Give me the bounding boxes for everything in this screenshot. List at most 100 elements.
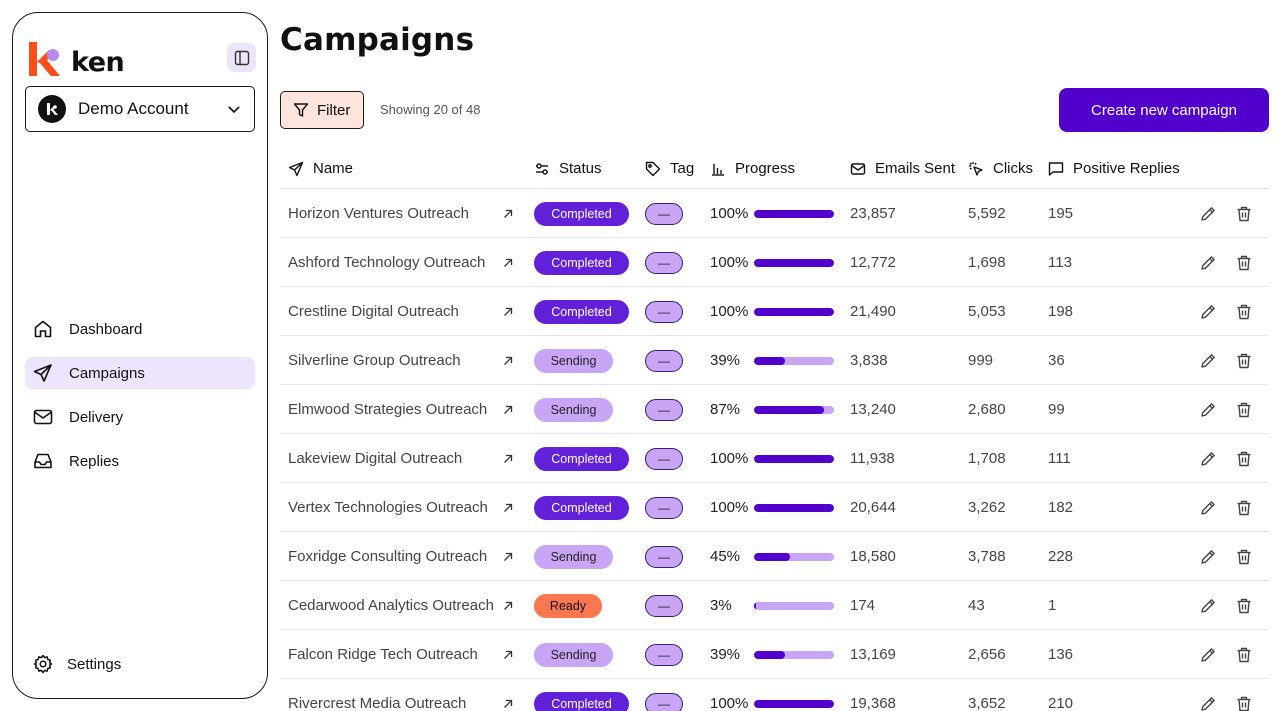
- table-row[interactable]: Silverline Group Outreach Sending — 39% 3,83…: [280, 336, 1269, 385]
- tag-pill[interactable]: —: [645, 643, 683, 666]
- tag-pill[interactable]: —: [645, 349, 683, 372]
- table-row[interactable]: Horizon Ventures Outreach Completed — 100% 2…: [280, 189, 1269, 238]
- emails-sent: 20,644: [850, 499, 896, 516]
- table-row[interactable]: Falcon Ridge Tech Outreach Sending — 39% 13,…: [280, 630, 1269, 679]
- column-header-status[interactable]: Status: [534, 148, 602, 189]
- edit-button[interactable]: [1199, 581, 1217, 630]
- filter-button[interactable]: Filter: [280, 91, 364, 129]
- table-row[interactable]: Foxridge Consulting Outreach Sending — 45% 1…: [280, 532, 1269, 581]
- campaign-name[interactable]: Rivercrest Media Outreach: [288, 695, 467, 711]
- logo-mark-icon: [29, 41, 61, 76]
- sidebar-item-dashboard[interactable]: Dashboard: [25, 313, 255, 345]
- table-row[interactable]: Crestline Digital Outreach Completed — 100%…: [280, 287, 1269, 336]
- open-campaign-button[interactable]: [502, 385, 514, 434]
- progress-bar-fill: [754, 601, 757, 610]
- delete-button[interactable]: [1235, 483, 1253, 532]
- pencil-icon: [1201, 353, 1215, 368]
- create-campaign-button[interactable]: Create new campaign: [1059, 88, 1269, 132]
- column-header-label: Progress: [735, 160, 796, 177]
- table-row[interactable]: Vertex Technologies Outreach Completed — 10…: [280, 483, 1269, 532]
- campaign-name[interactable]: Lakeview Digital Outreach: [288, 450, 463, 467]
- edit-button[interactable]: [1199, 385, 1217, 434]
- tag-pill[interactable]: —: [645, 251, 683, 274]
- progress-bar-fill: [754, 307, 834, 316]
- campaign-name[interactable]: Foxridge Consulting Outreach: [288, 548, 488, 565]
- column-header-progress[interactable]: Progress: [710, 148, 795, 189]
- sidebar-item-replies[interactable]: Replies: [25, 445, 255, 477]
- column-header-label: Tag: [670, 160, 695, 177]
- edit-button[interactable]: [1199, 434, 1217, 483]
- campaign-name[interactable]: Horizon Ventures Outreach: [288, 205, 469, 222]
- campaign-name[interactable]: Crestline Digital Outreach: [288, 303, 459, 320]
- progress-percent: 100%: [710, 303, 749, 320]
- sidebar-item-settings[interactable]: Settings: [33, 654, 121, 674]
- column-header-label: Status: [559, 160, 602, 177]
- positive-replies: 111: [1048, 450, 1071, 467]
- column-header-positive-replies[interactable]: Positive Replies: [1048, 148, 1180, 189]
- collapse-sidebar-button[interactable]: [227, 43, 256, 72]
- open-campaign-button[interactable]: [502, 238, 514, 287]
- campaign-name[interactable]: Vertex Technologies Outreach: [288, 499, 488, 516]
- tag-pill[interactable]: —: [645, 496, 683, 519]
- tag-pill[interactable]: —: [645, 594, 683, 617]
- delete-button[interactable]: [1235, 434, 1253, 483]
- edit-button[interactable]: [1199, 679, 1217, 711]
- open-campaign-button[interactable]: [502, 434, 514, 483]
- edit-button[interactable]: [1199, 287, 1217, 336]
- delete-button[interactable]: [1235, 581, 1253, 630]
- table-row[interactable]: Lakeview Digital Outreach Completed — 100% 1…: [280, 434, 1269, 483]
- table-row[interactable]: Ashford Technology Outreach Completed — 100…: [280, 238, 1269, 287]
- edit-button[interactable]: [1199, 238, 1217, 287]
- delete-button[interactable]: [1235, 385, 1253, 434]
- column-header-name[interactable]: Name: [288, 148, 353, 189]
- account-selector[interactable]: Demo Account: [25, 86, 255, 132]
- campaign-name[interactable]: Elmwood Strategies Outreach: [288, 401, 488, 418]
- column-header-emails-sent[interactable]: Emails Sent: [850, 148, 955, 189]
- delete-button[interactable]: [1235, 336, 1253, 385]
- open-campaign-button[interactable]: [502, 630, 514, 679]
- column-header-clicks[interactable]: Clicks: [968, 148, 1033, 189]
- clicks: 2,656: [968, 646, 1006, 663]
- campaign-name[interactable]: Ashford Technology Outreach: [288, 254, 486, 271]
- open-campaign-button[interactable]: [502, 581, 514, 630]
- open-campaign-button[interactable]: [502, 679, 514, 711]
- tag-pill[interactable]: —: [645, 202, 683, 225]
- open-campaign-button[interactable]: [502, 189, 514, 238]
- edit-button[interactable]: [1199, 189, 1217, 238]
- tag-pill[interactable]: —: [645, 398, 683, 421]
- tag-pill[interactable]: —: [645, 447, 683, 470]
- message-icon: [1048, 161, 1064, 176]
- tag-pill[interactable]: —: [645, 692, 683, 711]
- open-campaign-button[interactable]: [502, 287, 514, 336]
- campaign-name[interactable]: Falcon Ridge Tech Outreach: [288, 646, 478, 663]
- open-campaign-button[interactable]: [502, 532, 514, 581]
- campaign-name[interactable]: Silverline Group Outreach: [288, 352, 461, 369]
- delete-button[interactable]: [1235, 238, 1253, 287]
- sidebar-item-campaigns[interactable]: Campaigns: [25, 357, 255, 389]
- delete-button[interactable]: [1235, 630, 1253, 679]
- delete-button[interactable]: [1235, 679, 1253, 711]
- delete-button[interactable]: [1235, 532, 1253, 581]
- tag-cell: —: [645, 630, 683, 679]
- edit-button[interactable]: [1199, 630, 1217, 679]
- sidebar-item-delivery[interactable]: Delivery: [25, 401, 255, 433]
- open-campaign-button[interactable]: [502, 483, 514, 532]
- edit-button[interactable]: [1199, 532, 1217, 581]
- edit-button[interactable]: [1199, 336, 1217, 385]
- arrow-up-right-icon: [504, 552, 513, 561]
- delete-button[interactable]: [1235, 189, 1253, 238]
- table-row[interactable]: Rivercrest Media Outreach Completed — 100% 1…: [280, 679, 1269, 711]
- table-row[interactable]: Elmwood Strategies Outreach Sending — 87% 13…: [280, 385, 1269, 434]
- progress-bar: [754, 699, 834, 708]
- clicks: 5,592: [968, 205, 1006, 222]
- open-campaign-button[interactable]: [502, 336, 514, 385]
- tag-pill[interactable]: —: [645, 300, 683, 323]
- edit-button[interactable]: [1199, 483, 1217, 532]
- campaign-name[interactable]: Cedarwood Analytics Outreach: [288, 597, 494, 614]
- delete-button[interactable]: [1235, 287, 1253, 336]
- tag-pill[interactable]: —: [645, 545, 683, 568]
- progress-cell: 100%: [710, 287, 834, 336]
- emails-sent: 11,938: [850, 450, 895, 467]
- column-header-tag[interactable]: Tag: [645, 148, 694, 189]
- table-row[interactable]: Cedarwood Analytics Outreach Ready — 3% 174 4…: [280, 581, 1269, 630]
